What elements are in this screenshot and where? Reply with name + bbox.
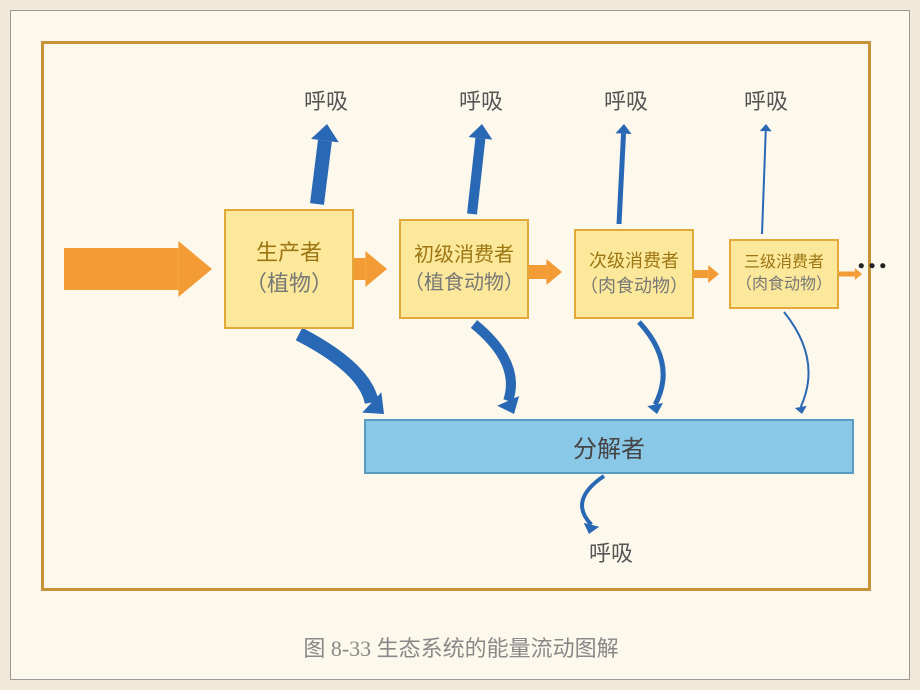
secondary-label: 次级消费者 bbox=[589, 249, 679, 274]
primary-label: 初级消费者 bbox=[414, 241, 514, 269]
producer-box: 生产者 （植物） bbox=[224, 209, 354, 329]
respiration-label: 呼吸 bbox=[589, 536, 633, 568]
producer-sublabel: （植物） bbox=[245, 269, 333, 300]
continuation-dots: … bbox=[856, 239, 891, 276]
primary-consumer-box: 初级消费者 （植食动物） bbox=[399, 219, 529, 319]
tertiary-consumer-box: 三级消费者 （肉食动物） bbox=[729, 239, 839, 309]
tertiary-sublabel: （肉食动物） bbox=[736, 274, 832, 296]
decomposer-box: 分解者 bbox=[364, 419, 854, 474]
arrows-layer bbox=[44, 44, 874, 594]
figure-caption: 图 8-33 生态系统的能量流动图解 bbox=[11, 631, 911, 663]
respiration-label: 呼吸 bbox=[744, 84, 788, 116]
producer-label: 生产者 bbox=[256, 238, 322, 269]
respiration-label: 呼吸 bbox=[459, 84, 503, 116]
respiration-label: 呼吸 bbox=[304, 84, 348, 116]
tertiary-label: 三级消费者 bbox=[744, 252, 824, 274]
secondary-consumer-box: 次级消费者 （肉食动物） bbox=[574, 229, 694, 319]
outer-frame: 生产者 （植物） 初级消费者 （植食动物） 次级消费者 （肉食动物） 三级消费者… bbox=[10, 10, 910, 680]
secondary-sublabel: （肉食动物） bbox=[580, 274, 688, 299]
decomposer-label: 分解者 bbox=[573, 429, 645, 464]
respiration-label: 呼吸 bbox=[604, 84, 648, 116]
primary-sublabel: （植食动物） bbox=[404, 269, 524, 297]
diagram-frame: 生产者 （植物） 初级消费者 （植食动物） 次级消费者 （肉食动物） 三级消费者… bbox=[41, 41, 871, 591]
